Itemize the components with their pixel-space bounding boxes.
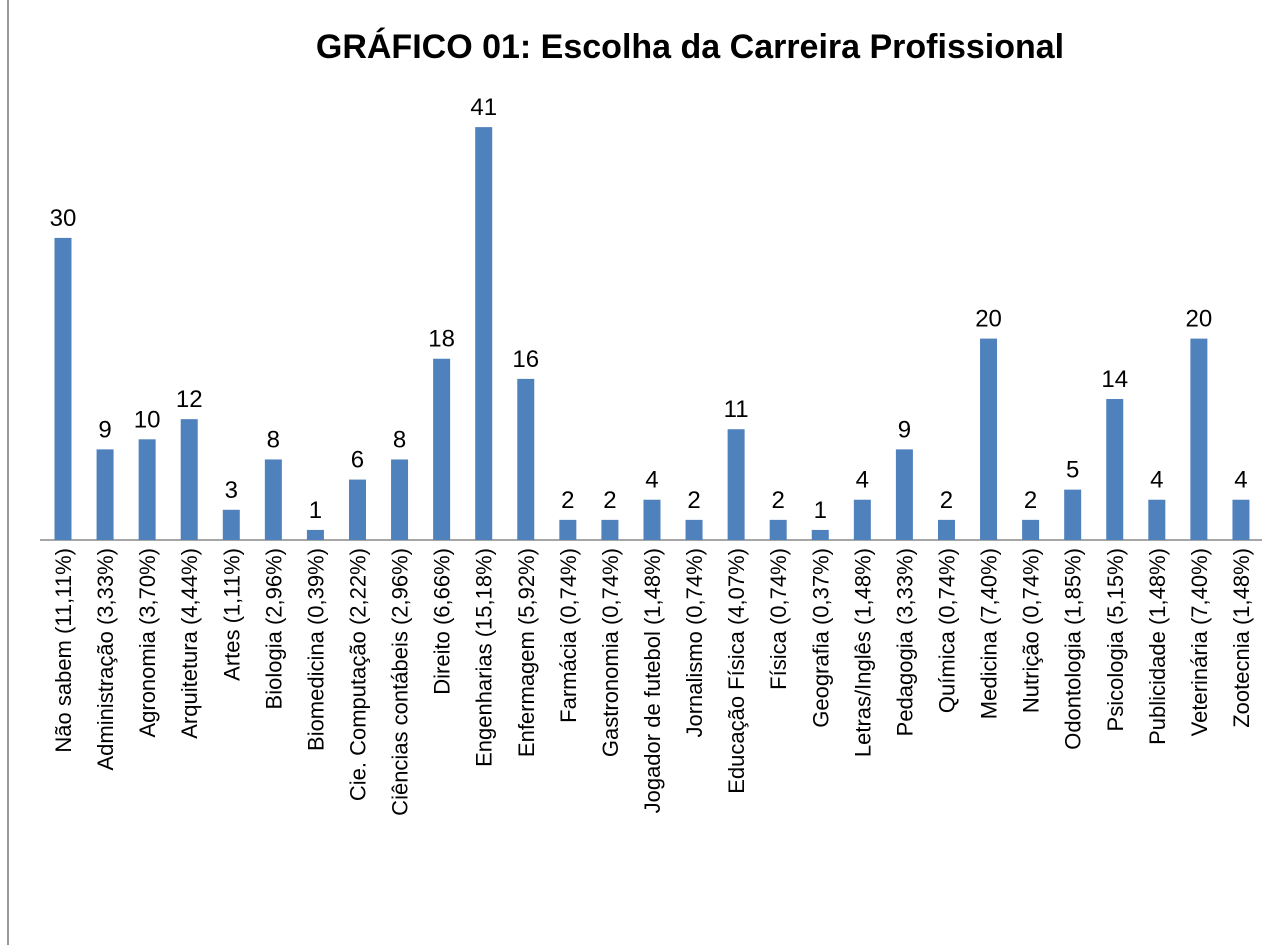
bar <box>1022 519 1040 540</box>
bar <box>180 419 198 540</box>
bar <box>853 499 871 540</box>
bar <box>391 459 409 540</box>
x-tick-label: Física (0,74%) <box>766 548 791 690</box>
bar <box>685 519 703 540</box>
bar <box>1148 499 1166 540</box>
bar <box>769 519 787 540</box>
x-tick-label: Jornalismo (0,74%) <box>682 548 707 738</box>
bar <box>643 499 661 540</box>
bar <box>727 429 745 540</box>
x-tick-label: Não sabem (11,11%) <box>51 548 76 753</box>
data-label: 5 <box>1066 457 1079 484</box>
data-label: 10 <box>134 406 161 433</box>
bar <box>559 519 577 540</box>
x-tick-label: Veterinária (7,40%) <box>1187 548 1212 736</box>
bar <box>980 338 998 540</box>
data-label: 6 <box>351 447 364 474</box>
data-label: 4 <box>645 467 658 494</box>
data-label: 30 <box>50 205 77 232</box>
data-label: 3 <box>225 477 238 504</box>
x-tick-label: Química (0,74%) <box>934 548 959 713</box>
x-tick-label: Biomedicina (0,39%) <box>303 548 328 751</box>
x-tick-label: Medicina (7,40%) <box>977 548 1002 719</box>
bar <box>348 479 366 540</box>
chart-title: GRÁFICO 01: Escolha da Carreira Profissi… <box>316 28 1064 66</box>
x-tick-label: Publicidade (1,48%) <box>1145 548 1170 745</box>
x-tick-label: Enfermagem (5,92%) <box>514 548 539 757</box>
x-tick-label: Administração (3,33%) <box>93 548 118 771</box>
data-label: 9 <box>898 416 911 443</box>
x-tick-label: Cie. Computação (2,22%) <box>345 548 370 801</box>
bar <box>96 449 114 540</box>
bar <box>222 509 240 540</box>
data-label: 20 <box>1186 306 1213 333</box>
x-tick-label: Pedagogia (3,33%) <box>892 548 917 736</box>
data-label: 18 <box>428 326 455 353</box>
data-label: 2 <box>772 487 785 514</box>
data-label: 2 <box>940 487 953 514</box>
data-label: 2 <box>603 487 616 514</box>
data-label: 20 <box>975 306 1002 333</box>
data-label: 9 <box>98 416 111 443</box>
bar <box>138 439 156 540</box>
bar <box>601 519 619 540</box>
data-label: 16 <box>512 346 539 373</box>
x-tick-label: Educação Física (4,07%) <box>724 548 749 794</box>
x-tick-label: Agronomia (3,70%) <box>135 548 160 738</box>
data-label: 14 <box>1101 366 1128 393</box>
x-tick-label: Zootecnia (1,48%) <box>1229 548 1254 728</box>
bar <box>54 237 72 540</box>
data-label: 11 <box>724 396 749 423</box>
bar <box>306 529 324 540</box>
data-label: 4 <box>856 467 869 494</box>
x-tick-label: Psicologia (5,15%) <box>1103 548 1128 731</box>
bar <box>475 127 493 540</box>
data-label: 2 <box>687 487 700 514</box>
bar <box>895 449 913 540</box>
data-label: 1 <box>814 497 827 524</box>
data-label: 4 <box>1150 467 1163 494</box>
x-tick-label: Artes (1,11%) <box>219 548 244 681</box>
bar <box>517 378 535 540</box>
x-tick-label: Biologia (2,96%) <box>261 548 286 709</box>
data-label: 4 <box>1234 467 1247 494</box>
data-label: 8 <box>267 426 280 453</box>
data-label: 1 <box>309 497 322 524</box>
x-tick-label: Arquitetura (4,44%) <box>177 548 202 739</box>
bar <box>433 358 451 540</box>
data-label: 12 <box>176 386 203 413</box>
data-label: 8 <box>393 426 406 453</box>
x-tick-label: Gastronomia (0,74%) <box>598 548 623 757</box>
bar <box>1232 499 1250 540</box>
bar <box>1106 399 1124 540</box>
bar <box>1064 489 1082 540</box>
bar <box>811 529 829 540</box>
data-label: 2 <box>1024 487 1037 514</box>
x-tick-label: Nutrição (0,74%) <box>1019 548 1044 713</box>
x-tick-label: Jogador de futebol (1,48%) <box>640 548 665 813</box>
bar <box>264 459 282 540</box>
x-tick-label: Engenharias (15,18%) <box>472 548 497 767</box>
data-label: 2 <box>561 487 574 514</box>
bar <box>1190 338 1208 540</box>
x-tick-label: Direito (6,66%) <box>430 548 455 695</box>
x-tick-label: Letras/Inglês (1,48%) <box>850 548 875 757</box>
x-tick-label: Farmácia (0,74%) <box>556 548 581 723</box>
x-tick-label: Geografia (0,37%) <box>808 548 833 728</box>
x-tick-label: Ciências contábeis (2,96%) <box>388 548 413 816</box>
x-tick-label: Odontologia (1,85%) <box>1061 548 1086 750</box>
bar <box>937 519 955 540</box>
data-label: 41 <box>470 94 497 121</box>
